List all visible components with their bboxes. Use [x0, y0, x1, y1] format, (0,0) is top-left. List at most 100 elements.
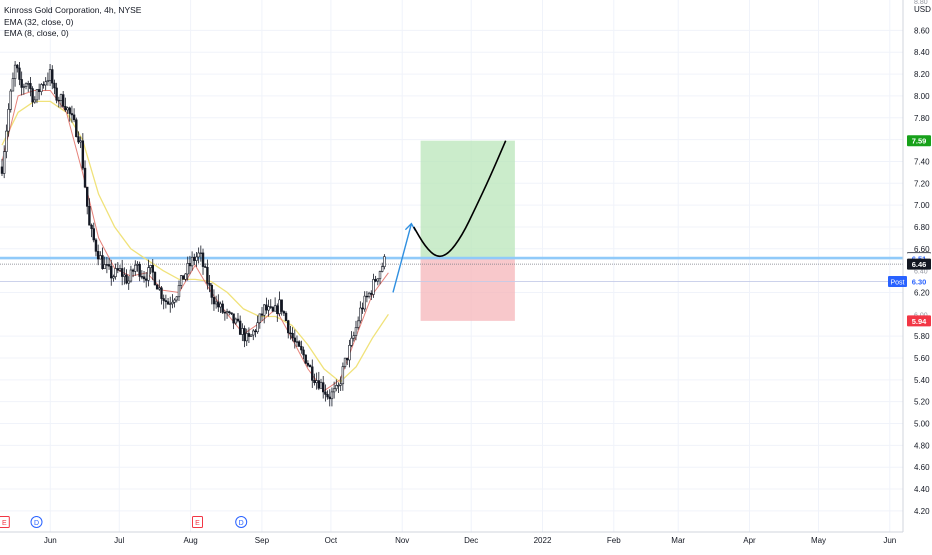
y-tick-label: 8.40: [914, 48, 930, 57]
candle-body: [2, 151, 6, 174]
y-tick-label: 5.20: [914, 398, 930, 407]
earnings-marker: [192, 516, 203, 528]
candle-body: [37, 89, 41, 92]
candle-body: [16, 64, 19, 69]
candle-body: [140, 276, 144, 278]
candle-body: [125, 274, 128, 284]
earnings-marker: [0, 516, 10, 528]
candle-body: [289, 332, 292, 335]
price-tag-label: 5.94: [912, 317, 927, 326]
y-tick-label: 5.00: [914, 420, 930, 429]
candle-body: [134, 264, 137, 272]
candle-body: [142, 276, 146, 280]
x-tick-label: Jun: [44, 536, 57, 545]
candle-body: [120, 268, 124, 277]
candle-body: [282, 311, 286, 314]
candle-body: [328, 396, 331, 400]
candle-body: [256, 322, 259, 333]
candle-body: [94, 239, 98, 252]
candle-body: [367, 292, 371, 297]
candle-body: [243, 328, 246, 342]
candle-body: [103, 264, 106, 269]
candle-body: [232, 313, 235, 324]
candle-body: [79, 140, 82, 143]
candle-body: [356, 320, 360, 328]
candle-body: [300, 346, 303, 351]
candle-body: [343, 357, 347, 367]
candle-body: [193, 256, 196, 261]
candle-body: [230, 312, 233, 315]
candle-body: [7, 108, 10, 132]
candle-body: [153, 272, 157, 286]
candle-body: [86, 186, 89, 207]
candle-body: [221, 303, 224, 313]
candle-body: [278, 299, 281, 314]
loss-zone: [420, 257, 515, 321]
candle-body: [96, 251, 100, 260]
earnings-marker-letter: E: [2, 520, 7, 527]
candle-body: [138, 263, 141, 277]
candle-body: [352, 335, 355, 339]
candle-body: [116, 268, 120, 271]
horizontal-lines: [0, 256, 903, 282]
candle-body: [105, 264, 109, 266]
candle-body: [228, 311, 231, 313]
candle-body: [225, 311, 229, 314]
candle-body: [354, 327, 358, 336]
candle-body: [380, 266, 384, 272]
y-tick-label-partial: 6.40: [914, 269, 928, 276]
candle-body: [145, 278, 148, 281]
candle-body: [99, 255, 102, 260]
candle-body: [160, 287, 163, 299]
candle-body: [149, 265, 152, 268]
price-tag-post: [907, 276, 931, 288]
candle-body: [306, 362, 310, 366]
candle-body: [0, 166, 4, 174]
earnings-marker-letter: E: [195, 520, 200, 527]
y-tick-label-partial: 8.80: [914, 0, 928, 6]
ema-8-legend[interactable]: EMA (8, close, 0): [4, 28, 69, 38]
symbol-title[interactable]: Kinross Gold Corporation, 4h, NYSE: [4, 5, 142, 15]
y-tick-label: 7.80: [914, 114, 930, 123]
candle-body: [317, 380, 321, 389]
y-tick-label: 5.40: [914, 376, 930, 385]
y-tick-label: 7.00: [914, 201, 930, 210]
candle-body: [311, 366, 314, 381]
candle-body: [359, 307, 362, 322]
x-tick-label: Sep: [255, 536, 270, 545]
candle-body: [276, 305, 279, 314]
candle-body: [53, 82, 56, 89]
y-tick-label: 4.80: [914, 441, 930, 450]
candle-body: [57, 99, 61, 102]
candle-body: [341, 366, 345, 385]
chart-legend: Kinross Gold Corporation, 4h, NYSE EMA (…: [4, 5, 141, 40]
candle-body: [123, 274, 126, 277]
y-tick-label: 6.80: [914, 223, 930, 232]
candle-body: [249, 334, 253, 337]
candle-body: [24, 83, 28, 87]
candle-body: [260, 313, 264, 316]
candle-body: [114, 268, 117, 277]
candle-body: [313, 380, 316, 383]
x-tick-label: Feb: [607, 536, 621, 545]
ema-32-legend[interactable]: EMA (32, close, 0): [4, 16, 74, 27]
candle-body: [208, 283, 211, 286]
candle-body: [166, 301, 170, 305]
x-tick-label: Mar: [671, 536, 685, 545]
candle-body: [195, 256, 198, 261]
candle-body: [61, 94, 65, 107]
candle-body: [131, 269, 135, 272]
candle-body: [350, 337, 353, 346]
candle-body: [201, 252, 205, 267]
candle-body: [376, 278, 380, 282]
x-tick-label: May: [811, 536, 826, 545]
dividend-marker-letter: D: [239, 520, 244, 527]
candle-body: [346, 357, 349, 361]
candle-body: [212, 297, 216, 305]
candle-body: [46, 80, 50, 83]
candle-body: [18, 67, 21, 80]
candle-body: [64, 106, 67, 111]
